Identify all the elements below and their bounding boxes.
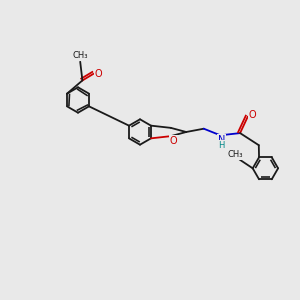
Text: O: O xyxy=(94,69,102,79)
Text: O: O xyxy=(249,110,256,120)
Text: H: H xyxy=(218,141,224,150)
Text: CH₃: CH₃ xyxy=(228,150,243,159)
Text: O: O xyxy=(170,136,178,146)
Text: CH₃: CH₃ xyxy=(73,51,88,60)
Text: N: N xyxy=(218,135,225,145)
